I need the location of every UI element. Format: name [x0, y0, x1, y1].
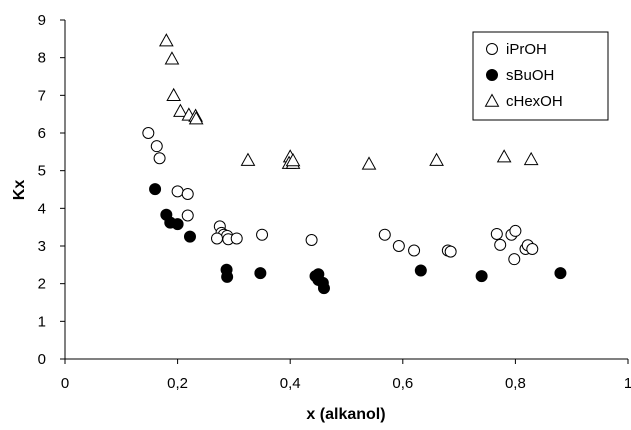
- data-point-chexoh: [361, 156, 377, 170]
- data-points: [142, 33, 567, 295]
- axes: [60, 19, 629, 364]
- y-tick-label: 7: [38, 87, 46, 104]
- y-tick-label: 9: [38, 12, 46, 29]
- data-point-iproh: [378, 228, 391, 241]
- data-point-chexoh: [158, 33, 174, 47]
- data-point-chexoh: [166, 87, 182, 102]
- legend-label-sbuoh: sBuOH: [506, 67, 554, 84]
- data-point-chexoh: [496, 149, 512, 163]
- legend-marker-sbuoh: [486, 69, 498, 81]
- x-tick-label: 0,4: [280, 375, 301, 392]
- data-point-chexoh: [240, 152, 256, 166]
- data-point-sbuoh: [183, 230, 196, 243]
- data-point-iproh: [494, 238, 507, 251]
- y-tick-label: 1: [38, 313, 46, 330]
- data-point-iproh: [256, 228, 269, 241]
- data-point-iproh: [526, 243, 539, 256]
- y-axis-title: Kx: [11, 180, 28, 201]
- data-point-sbuoh: [254, 267, 267, 280]
- data-point-sbuoh: [414, 264, 427, 277]
- data-point-iproh: [181, 188, 194, 201]
- y-tick-label: 5: [38, 163, 46, 180]
- data-point-chexoh: [164, 51, 180, 65]
- data-point-iproh: [392, 240, 405, 252]
- legend: iPrOH sBuOH cHexOH: [472, 31, 609, 121]
- series-chexoh: [158, 33, 539, 170]
- x-tick-label: 0,8: [505, 375, 526, 392]
- data-point-iproh: [444, 245, 457, 258]
- data-point-sbuoh: [475, 270, 488, 283]
- data-point-sbuoh: [171, 218, 184, 231]
- x-tick-label: 0,2: [167, 375, 188, 392]
- legend-marker-chexoh: [484, 93, 500, 107]
- y-tick-label: 8: [38, 50, 46, 67]
- data-point-iproh: [171, 185, 184, 198]
- x-tick-label: 1: [624, 375, 631, 392]
- legend-label-iproh: iPrOH: [506, 41, 547, 58]
- legend-label-chexoh: cHexOH: [506, 93, 563, 110]
- data-point-iproh: [142, 127, 155, 139]
- data-point-iproh: [508, 253, 521, 266]
- data-point-chexoh: [523, 151, 539, 166]
- data-point-iproh: [408, 244, 421, 257]
- x-tick-label: 0,6: [392, 375, 413, 392]
- x-axis-title: x (alkanol): [306, 406, 385, 423]
- y-tick-label: 0: [38, 351, 46, 368]
- data-point-sbuoh: [554, 267, 567, 280]
- series-iproh: [142, 127, 539, 266]
- data-point-sbuoh: [149, 183, 162, 196]
- data-point-iproh: [153, 152, 166, 165]
- y-tick-label: 4: [38, 200, 46, 217]
- data-point-iproh: [509, 224, 522, 237]
- data-point-sbuoh: [317, 282, 330, 295]
- y-tick-label: 6: [38, 125, 46, 142]
- data-point-chexoh: [173, 103, 188, 117]
- data-point-iproh: [181, 209, 194, 222]
- data-point-iproh: [230, 232, 243, 245]
- x-tick-label: 0: [61, 375, 69, 392]
- data-point-chexoh: [429, 152, 444, 166]
- series-sbuoh: [149, 183, 567, 295]
- data-point-chexoh: [285, 152, 301, 167]
- data-point-sbuoh: [221, 270, 234, 283]
- y-tick-label: 3: [38, 238, 46, 255]
- y-tick-label: 2: [38, 276, 46, 293]
- data-point-chexoh: [188, 111, 204, 125]
- data-point-iproh: [305, 233, 318, 246]
- data-point-iproh: [150, 140, 163, 153]
- legend-marker-iproh: [486, 43, 498, 55]
- data-point-iproh: [211, 232, 224, 245]
- y-tick-labels: 0 1 2 3 4 5 6 7 8 9: [38, 12, 46, 368]
- data-point-iproh: [490, 227, 503, 240]
- x-tick-labels: 0 0,2 0,4 0,6 0,8 1: [61, 375, 631, 392]
